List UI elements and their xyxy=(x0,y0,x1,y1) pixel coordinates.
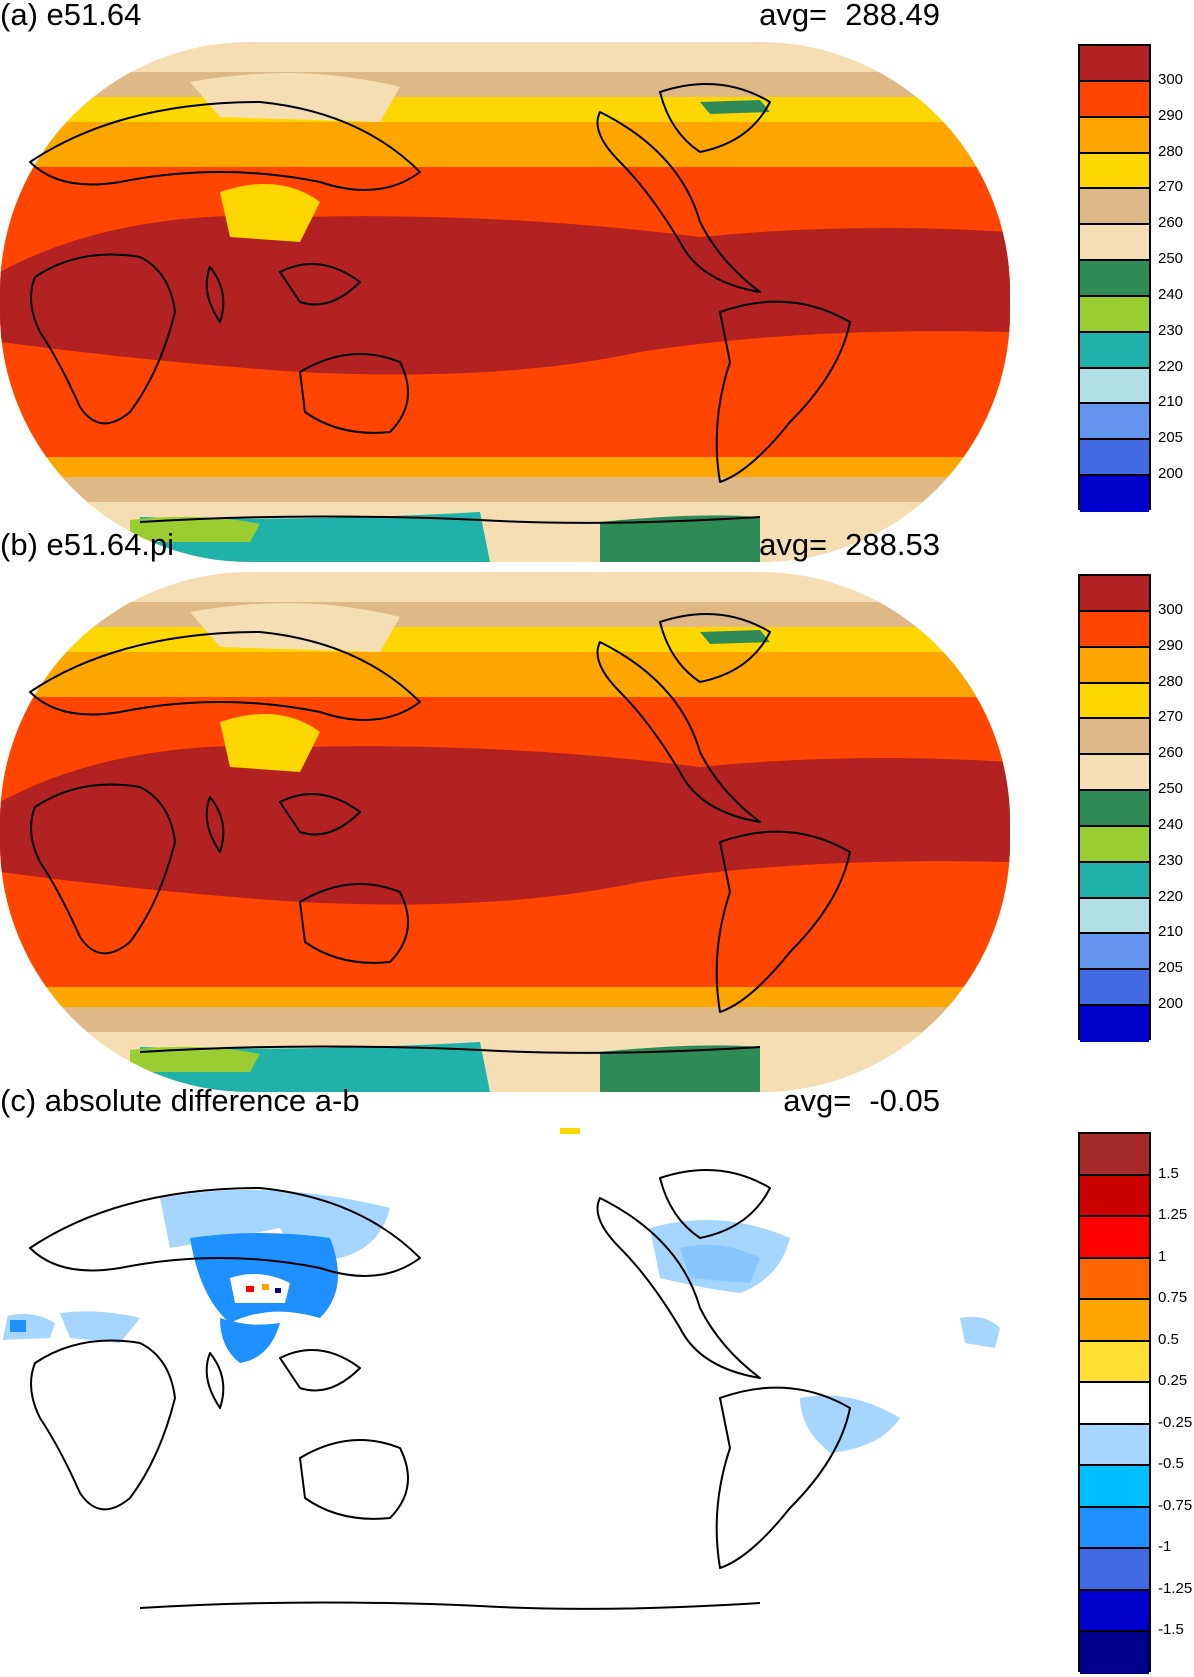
avg-value: 288.49 xyxy=(845,0,940,32)
colorbar-box xyxy=(1080,611,1149,648)
colorbar-box xyxy=(1080,755,1149,792)
colorbar-box xyxy=(1080,117,1149,154)
difference-map xyxy=(0,1128,1010,1648)
colorbar-tick-label: 280 xyxy=(1158,672,1184,690)
colorbar-tick-label: 270 xyxy=(1158,708,1184,726)
colorbar-box xyxy=(1080,368,1149,405)
colorbar-box xyxy=(1080,647,1149,684)
colorbar-tick-label: 260 xyxy=(1158,214,1184,232)
colorbar-box xyxy=(1080,1006,1149,1042)
colorbar-box xyxy=(1080,1258,1149,1301)
colorbar-box xyxy=(1080,1466,1149,1508)
temperature-map xyxy=(0,42,1010,562)
colorbar-tick-label: 220 xyxy=(1158,887,1184,905)
colorbar-tick-label: 210 xyxy=(1158,393,1184,411)
colorbar xyxy=(1078,1132,1151,1674)
colorbar-tick-label: 1.5 xyxy=(1158,1164,1179,1182)
colorbar-tick-label: -1.25 xyxy=(1158,1579,1193,1597)
colorbar-box xyxy=(1080,1424,1149,1467)
colorbar-tick-label: 280 xyxy=(1158,142,1184,160)
avg-label: avg= xyxy=(783,1083,852,1118)
panel-title: (c) absolute difference a-b xyxy=(0,1083,360,1118)
colorbar-tick-label: 290 xyxy=(1158,636,1184,654)
colorbar-tick-label: 1.25 xyxy=(1158,1206,1188,1224)
colorbar-box xyxy=(1080,1632,1149,1674)
colorbar-ticks: 1.5 1.25 1 0.75 0.5 0.25 -0.25 -0.5 -0.75 -1 -1.25… xyxy=(1158,1132,1194,1672)
colorbar-box xyxy=(1080,153,1149,190)
colorbar-tick-label: 230 xyxy=(1158,851,1184,869)
panel-b: (b) e51.64.pi avg= 288.53 xyxy=(0,528,1194,1120)
colorbar-tick-label: 230 xyxy=(1158,321,1184,339)
panel-title: (b) e51.64.pi xyxy=(0,527,175,562)
colorbar-box xyxy=(1080,576,1149,612)
colorbar-box xyxy=(1080,826,1149,863)
colorbar-box xyxy=(1080,1507,1149,1550)
panel-c: (c) absolute difference a-b avg= -0.05 xyxy=(0,1084,1194,1677)
colorbar-tick-label: 0.25 xyxy=(1158,1372,1188,1390)
colorbar-box xyxy=(1080,1175,1149,1218)
colorbar-box xyxy=(1080,332,1149,369)
colorbar-box xyxy=(1080,862,1149,899)
colorbar-box xyxy=(1080,296,1149,333)
avg-label: avg= xyxy=(759,0,828,32)
colorbar-box xyxy=(1080,683,1149,720)
colorbar-box xyxy=(1080,1134,1149,1176)
colorbar-tick-label: 205 xyxy=(1158,429,1184,447)
colorbar-box xyxy=(1080,225,1149,262)
colorbar-ticks: 300 290 280 270 260 250 240 230 220 210 205 200 xyxy=(1158,574,1194,1040)
colorbar-tick-label: 290 xyxy=(1158,106,1184,124)
colorbar-tick-label: 200 xyxy=(1158,465,1184,483)
avg-value: -0.05 xyxy=(869,1083,940,1118)
colorbar-ticks: 300 290 280 270 260 250 240 230 220 210 205 200 xyxy=(1158,44,1194,510)
colorbar-tick-label: 1 xyxy=(1158,1247,1167,1265)
colorbar-tick-label: 300 xyxy=(1158,600,1184,618)
colorbar-tick-label: 210 xyxy=(1158,923,1184,941)
colorbar-box xyxy=(1080,934,1149,971)
colorbar-box xyxy=(1080,970,1149,1007)
colorbar xyxy=(1078,574,1151,1042)
colorbar-box xyxy=(1080,440,1149,477)
colorbar-box xyxy=(1080,476,1149,512)
colorbar-box xyxy=(1080,1590,1149,1633)
colorbar-tick-label: 250 xyxy=(1158,780,1184,798)
panel-average: avg= 288.49 xyxy=(759,0,940,32)
panel-title: (a) e51.64 xyxy=(0,0,142,32)
colorbar-tick-label: 300 xyxy=(1158,70,1184,88)
colorbar-tick-label: 0.5 xyxy=(1158,1330,1179,1348)
colorbar-box xyxy=(1080,1549,1149,1591)
colorbar-tick-label: 0.75 xyxy=(1158,1289,1188,1307)
colorbar-tick-label: 240 xyxy=(1158,285,1184,303)
temperature-map xyxy=(0,572,1010,1092)
colorbar-box xyxy=(1080,1383,1149,1425)
colorbar-tick-label: 240 xyxy=(1158,815,1184,833)
panel-average: avg= 288.53 xyxy=(759,528,940,562)
colorbar-box xyxy=(1080,404,1149,441)
avg-value: 288.53 xyxy=(845,527,940,562)
colorbar-tick-label: -1.5 xyxy=(1158,1621,1184,1639)
colorbar-tick-label: 220 xyxy=(1158,357,1184,375)
colorbar-box xyxy=(1080,1341,1149,1384)
avg-label: avg= xyxy=(759,527,828,562)
colorbar-tick-label: 260 xyxy=(1158,744,1184,762)
colorbar-box xyxy=(1080,46,1149,82)
colorbar-tick-label: -0.75 xyxy=(1158,1496,1193,1514)
colorbar-box xyxy=(1080,189,1149,226)
colorbar-box xyxy=(1080,898,1149,935)
colorbar-tick-label: -0.5 xyxy=(1158,1455,1184,1473)
colorbar-box xyxy=(1080,719,1149,756)
colorbar-tick-label: 250 xyxy=(1158,250,1184,268)
colorbar xyxy=(1078,44,1151,512)
colorbar-tick-label: 270 xyxy=(1158,178,1184,196)
colorbar-box xyxy=(1080,261,1149,297)
colorbar-box xyxy=(1080,1217,1149,1259)
colorbar-tick-label: 205 xyxy=(1158,959,1184,977)
colorbar-tick-label: -0.25 xyxy=(1158,1413,1193,1431)
colorbar-box xyxy=(1080,81,1149,118)
colorbar-box xyxy=(1080,1300,1149,1342)
panel-a: (a) e51.64 avg= 288.49 xyxy=(0,0,1194,562)
colorbar-box xyxy=(1080,791,1149,827)
colorbar-tick-label: 200 xyxy=(1158,995,1184,1013)
colorbar-tick-label: -1 xyxy=(1158,1538,1172,1556)
panel-average: avg= -0.05 xyxy=(783,1084,940,1118)
